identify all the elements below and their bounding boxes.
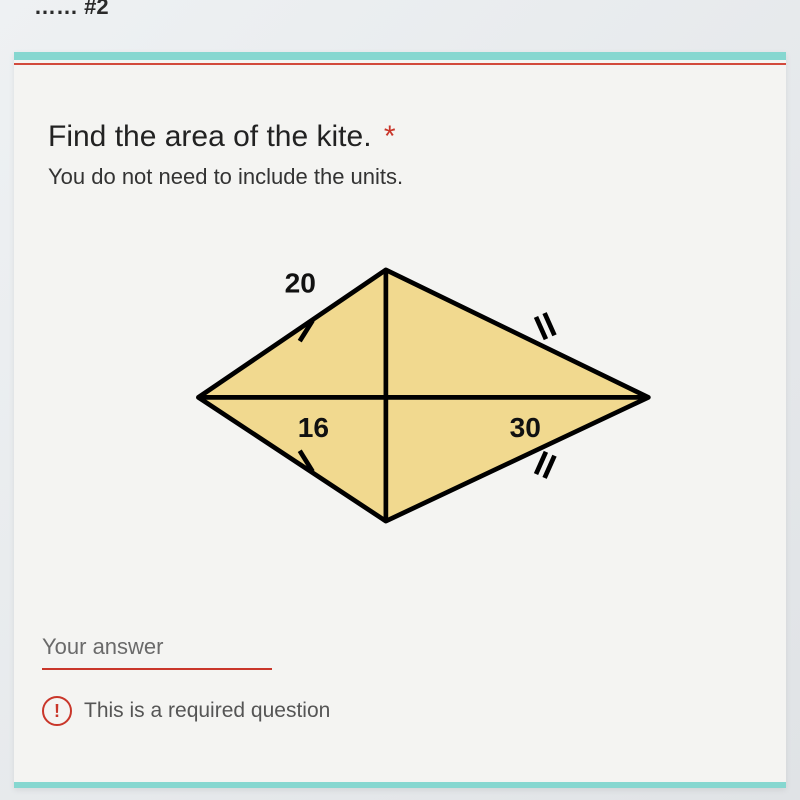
warning-icon: ! xyxy=(42,696,72,726)
answer-field[interactable]: Your answer xyxy=(42,634,272,670)
required-star: * xyxy=(384,120,396,153)
question-card: Find the area of the kite. * You do not … xyxy=(14,52,786,788)
card-top-stripe xyxy=(14,63,786,65)
question-title: Find the area of the kite. * xyxy=(48,120,396,154)
question-title-text: Find the area of the kite. xyxy=(48,120,372,153)
header-fragment: …… #2 xyxy=(34,0,109,20)
answer-underline xyxy=(42,668,272,670)
tick-bottom-right xyxy=(536,452,554,478)
required-notice: ! This is a required question xyxy=(42,696,330,726)
label-20: 20 xyxy=(285,267,316,298)
required-text: This is a required question xyxy=(84,699,330,723)
answer-label: Your answer xyxy=(42,634,272,666)
tick-top-right xyxy=(536,313,554,339)
kite-diagram: 20 16 30 xyxy=(154,238,674,538)
question-subtitle: You do not need to include the units. xyxy=(48,164,403,190)
label-16: 16 xyxy=(298,412,329,443)
screenshot-root: …… #2 Find the area of the kite. * You d… xyxy=(0,0,800,800)
kite-svg: 20 16 30 xyxy=(154,238,674,538)
label-30: 30 xyxy=(510,412,541,443)
warning-glyph: ! xyxy=(54,702,60,720)
